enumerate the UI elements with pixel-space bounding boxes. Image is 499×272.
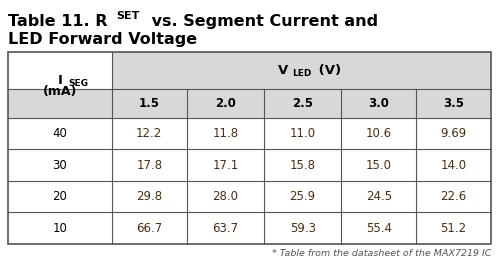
- Text: (mA): (mA): [43, 85, 77, 98]
- Text: 2.5: 2.5: [292, 97, 313, 110]
- Text: 29.8: 29.8: [136, 190, 162, 203]
- Text: 40: 40: [52, 127, 67, 140]
- Text: 28.0: 28.0: [213, 190, 239, 203]
- Text: SET: SET: [116, 11, 139, 21]
- Text: 15.0: 15.0: [366, 159, 392, 172]
- Text: 17.1: 17.1: [212, 159, 239, 172]
- Text: I: I: [57, 75, 62, 87]
- Text: Table 11. R: Table 11. R: [8, 14, 107, 29]
- Text: (V): (V): [314, 64, 341, 77]
- Text: 66.7: 66.7: [136, 222, 162, 235]
- Text: * Table from the datasheet of the MAX7219 IC: * Table from the datasheet of the MAX721…: [271, 249, 491, 258]
- Text: 20: 20: [52, 190, 67, 203]
- Text: 17.8: 17.8: [136, 159, 162, 172]
- Text: 14.0: 14.0: [441, 159, 467, 172]
- Text: 9.69: 9.69: [441, 127, 467, 140]
- Text: 10: 10: [52, 222, 67, 235]
- Text: 15.8: 15.8: [289, 159, 316, 172]
- Text: 11.0: 11.0: [289, 127, 316, 140]
- Text: 30: 30: [52, 159, 67, 172]
- Text: 11.8: 11.8: [212, 127, 239, 140]
- Text: 59.3: 59.3: [289, 222, 316, 235]
- Bar: [8, 52, 491, 244]
- Bar: [8, 89, 491, 118]
- Text: 63.7: 63.7: [212, 222, 239, 235]
- Text: SEG: SEG: [68, 79, 88, 88]
- Text: 55.4: 55.4: [366, 222, 392, 235]
- Text: 25.9: 25.9: [289, 190, 316, 203]
- Text: 12.2: 12.2: [136, 127, 162, 140]
- Bar: [112, 52, 491, 89]
- Text: 51.2: 51.2: [441, 222, 467, 235]
- Text: vs. Segment Current and: vs. Segment Current and: [146, 14, 378, 29]
- Text: 2.0: 2.0: [215, 97, 236, 110]
- Text: 22.6: 22.6: [441, 190, 467, 203]
- Text: 1.5: 1.5: [139, 97, 160, 110]
- Text: LED Forward Voltage: LED Forward Voltage: [8, 32, 197, 47]
- Text: V: V: [278, 64, 288, 77]
- Text: 3.5: 3.5: [443, 97, 464, 110]
- Text: 3.0: 3.0: [368, 97, 389, 110]
- Text: LED: LED: [292, 69, 312, 78]
- Text: 10.6: 10.6: [366, 127, 392, 140]
- Text: 24.5: 24.5: [366, 190, 392, 203]
